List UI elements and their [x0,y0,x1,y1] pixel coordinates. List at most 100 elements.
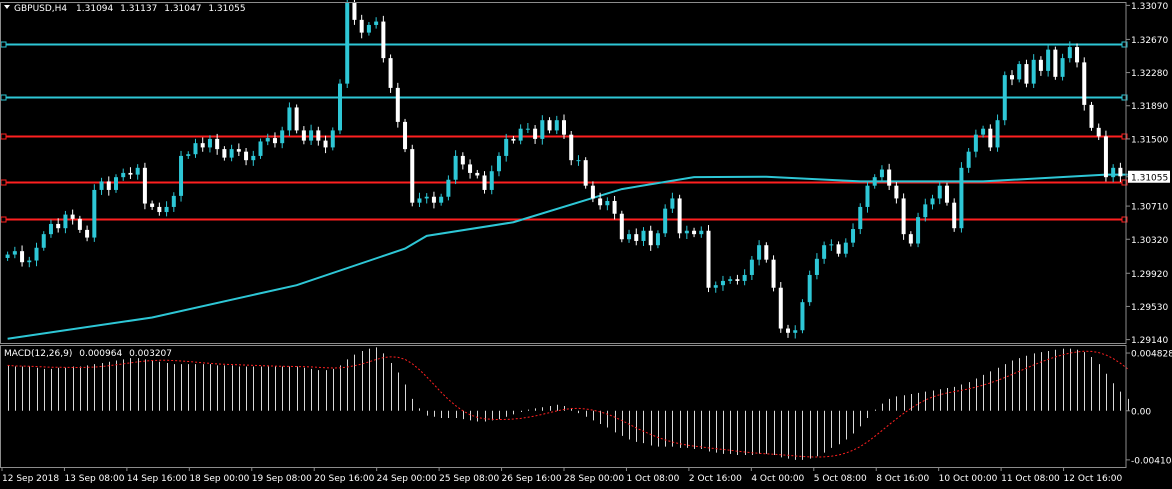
candle-body [20,251,25,263]
candle-body [923,204,928,218]
candle-body [851,229,856,243]
candle-body [930,198,935,205]
level-line-handle[interactable] [0,216,7,223]
price-tick-label: 1.33070 [1131,2,1168,12]
candle-body [157,206,162,213]
candle-body [186,154,191,156]
price-tick-label: 1.32280 [1131,69,1168,79]
candle-body [301,130,306,141]
candle-body [1060,58,1065,77]
candle-body [598,198,603,206]
candle-body [48,223,53,235]
price-tick-label: 1.30320 [1131,236,1168,246]
candle-body [215,138,220,150]
candle-body [489,171,494,190]
candle-body [800,302,805,331]
candle-body [504,138,509,156]
candle-body [135,167,140,175]
time-tick-label: 5 Oct 08:00 [814,474,867,484]
candle-body [496,155,501,172]
level-line-handle[interactable] [1121,216,1128,223]
candle-body [786,328,790,333]
time-tick-label: 11 Oct 08:00 [1001,474,1060,484]
candle-body [1024,64,1029,84]
candle-body [518,128,523,141]
ohlc-low: 1.31047 [164,4,201,14]
current-price-label: 1.31055 [1131,173,1168,183]
level-line-handle[interactable] [0,41,7,48]
candle-body [1002,75,1007,121]
candle-body [222,149,227,158]
candle-body [114,177,118,190]
chart-frame [0,2,1127,468]
candle-body [1075,47,1080,63]
candle-body [1096,127,1101,137]
time-tick-label: 2 Oct 16:00 [689,474,742,484]
candle-body [778,287,783,329]
candle-body [699,230,704,235]
candle-body [280,130,285,144]
candle-body [641,230,646,241]
level-line-handle[interactable] [1121,133,1128,140]
candlestick-series [5,0,1123,339]
candle-body [554,120,559,131]
candle-body [569,134,574,161]
candle-body [720,280,725,286]
level-line-handle[interactable] [1121,179,1128,186]
level-line-handle[interactable] [0,133,7,140]
candle-body [981,128,986,135]
candle-body [63,214,68,229]
price-tick-label: 1.31500 [1131,135,1168,145]
candle-body [836,244,841,254]
time-axis-ticks: 12 Sep 2018 13 Sep 08:00 14 Sep 16:00 18 Se… [1,467,1123,484]
ohlc-open: 1.31094 [76,4,113,14]
candle-body [359,19,364,33]
macd-title: MACD(12,26,9) [4,349,72,359]
candle-body [735,279,740,281]
macd-signal-value: 0.003207 [129,349,172,359]
candle-body [150,203,155,207]
ohlc-high: 1.31137 [120,4,157,14]
candle-body [258,141,263,156]
candle-body [1118,167,1123,177]
candle-body [612,200,617,214]
candle-body [1103,136,1108,178]
candle-body [713,285,718,288]
candle-body [525,128,530,130]
candle-body [706,230,711,288]
macd-pane-header: MACD(12,26,9) 0.000964 0.003207 [4,349,172,359]
candle-body [648,230,653,246]
level-line-handle[interactable] [0,94,7,101]
candle-body [388,58,393,88]
macd-tick-label: -0.004104 [1131,456,1172,466]
level-line-handle[interactable] [1121,94,1128,101]
candle-body [1111,167,1116,178]
candle-body [822,245,827,259]
candle-body [872,177,877,186]
candle-body [193,143,198,155]
candle-body [41,234,46,248]
level-line-handle[interactable] [1121,41,1128,48]
candle-body [562,120,566,135]
candle-body [742,274,747,281]
candle-body [85,229,90,238]
candle-body [424,196,429,199]
candle-body [142,167,147,204]
time-tick-label: 12 Sep 2018 [2,474,59,484]
svg-text:GBPUSD,H4 1.31094: GBPUSD,H4 1.31094 1.31137 1.31047 1.3105… [14,4,246,14]
candle-body [728,279,733,281]
candle-body [973,134,978,152]
candle-body [5,254,10,258]
level-line-handle[interactable] [0,179,7,186]
candle-body [352,2,357,20]
candle-body [272,138,277,144]
candle-body [988,128,993,148]
candle-body [287,107,292,131]
macd-axis-ticks: 0.004828 0.00 -0.004104 [1126,350,1172,466]
candle-body [619,213,624,240]
candle-body [533,128,538,139]
time-tick-label: 13 Sep 08:00 [64,474,124,484]
candle-body [323,140,328,148]
dropdown-triangle-icon[interactable] [4,5,10,9]
